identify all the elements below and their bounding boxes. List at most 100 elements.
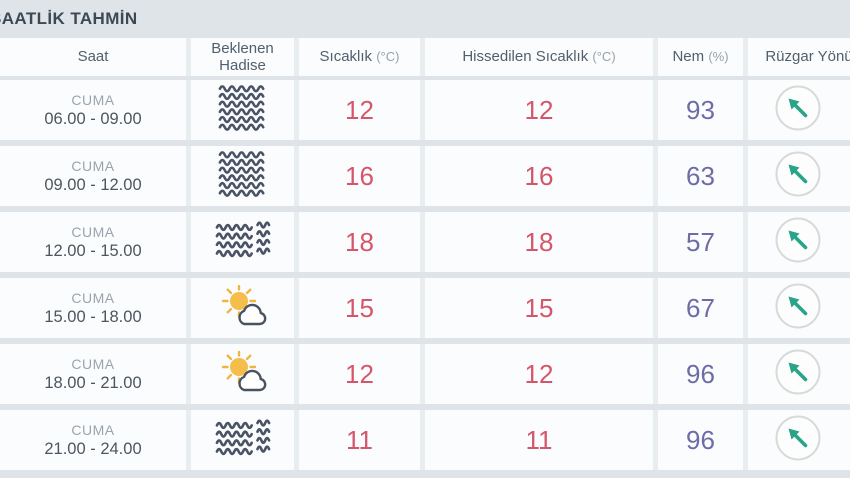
wind-arrow-northwest-icon xyxy=(775,85,821,130)
humidity-cell: 93 xyxy=(658,80,748,140)
temperature-value: 12 xyxy=(345,94,374,125)
feels-like-value: 12 xyxy=(524,94,554,125)
forecast-row: CUMA 15.00 - 18.00 15 15 67 xyxy=(0,278,850,338)
forecast-row: CUMA 12.00 - 15.00 18 18 57 xyxy=(0,212,850,272)
feels-like-value: 11 xyxy=(525,424,553,455)
wind-direction-slot xyxy=(775,349,821,400)
header-temperature: Sıcaklık (°C) xyxy=(299,38,425,76)
wind-cell xyxy=(748,146,850,206)
humidity-value: 63 xyxy=(686,160,715,191)
feels-like-unit: (°C) xyxy=(592,49,616,65)
temperature-unit: (°C) xyxy=(376,49,400,65)
time-range-label: 21.00 - 24.00 xyxy=(44,439,142,458)
header-feels-like: Hissedilen Sıcaklık (°C) xyxy=(425,38,658,76)
sun-cloud-icon xyxy=(221,350,266,391)
humidity-value: 93 xyxy=(686,94,715,125)
day-label: CUMA xyxy=(71,355,115,372)
day-label: CUMA xyxy=(71,289,115,306)
time-range-label: 12.00 - 15.00 xyxy=(44,241,142,260)
wind-direction-slot xyxy=(775,217,821,268)
humidity-value: 67 xyxy=(686,292,715,323)
wind-arrow-northwest-icon xyxy=(775,217,821,262)
temperature-cell: 12 xyxy=(299,80,425,140)
wind-direction-slot xyxy=(775,283,821,334)
condition-cell xyxy=(191,410,299,470)
header-humidity: Nem (%) xyxy=(658,38,748,76)
wind-cell xyxy=(748,278,850,338)
wind-direction-slot xyxy=(775,415,821,466)
wind-cell xyxy=(748,80,850,140)
mist-icon xyxy=(215,418,270,455)
condition-cell xyxy=(191,344,299,404)
feels-like-cell: 16 xyxy=(425,146,658,206)
humidity-cell: 63 xyxy=(658,146,748,206)
humidity-value: 96 xyxy=(686,424,715,455)
time-cell: CUMA 06.00 - 09.00 xyxy=(0,80,191,140)
forecast-row: CUMA 18.00 - 21.00 12 12 96 xyxy=(0,344,850,404)
wind-direction-slot xyxy=(775,85,821,136)
wind-cell xyxy=(748,410,850,470)
feels-like-cell: 11 xyxy=(425,410,658,470)
wind-cell xyxy=(748,344,850,404)
condition-icon-slot xyxy=(215,220,271,264)
humidity-unit: (%) xyxy=(708,49,729,65)
condition-icon-slot xyxy=(218,84,268,137)
day-label: CUMA xyxy=(71,223,115,240)
condition-icon-slot xyxy=(218,350,268,398)
feels-like-cell: 15 xyxy=(425,278,658,338)
temperature-cell: 12 xyxy=(299,344,425,404)
temperature-cell: 15 xyxy=(299,278,425,338)
temperature-value: 11 xyxy=(346,424,373,455)
day-label: CUMA xyxy=(71,157,115,174)
humidity-cell: 96 xyxy=(658,344,748,404)
mist-icon xyxy=(215,220,270,257)
forecast-row: CUMA 21.00 - 24.00 11 11 96 xyxy=(0,410,850,470)
humidity-cell: 96 xyxy=(658,410,748,470)
time-cell: CUMA 12.00 - 15.00 xyxy=(0,212,191,272)
time-range-label: 15.00 - 18.00 xyxy=(44,307,142,326)
header-time: Saat xyxy=(0,38,191,76)
feels-like-value: 12 xyxy=(524,358,554,389)
hourly-forecast-table: Saat Beklenen Hadise Sıcaklık (°C) Hisse… xyxy=(0,38,850,470)
time-cell: CUMA 21.00 - 24.00 xyxy=(0,410,191,470)
time-cell: CUMA 18.00 - 21.00 xyxy=(0,344,191,404)
forecast-row: CUMA 06.00 - 09.00 12 12 93 xyxy=(0,80,850,140)
temperature-cell: 18 xyxy=(299,212,425,272)
header-wind: Rüzgar Yönü xyxy=(748,38,850,76)
sun-cloud-icon xyxy=(221,284,266,325)
time-range-label: 06.00 - 09.00 xyxy=(44,109,142,128)
time-cell: CUMA 09.00 - 12.00 xyxy=(0,146,191,206)
fog-icon xyxy=(218,84,264,131)
feels-like-value: 16 xyxy=(524,160,554,191)
time-cell: CUMA 15.00 - 18.00 xyxy=(0,278,191,338)
condition-cell xyxy=(191,278,299,338)
temperature-value: 16 xyxy=(345,160,374,191)
humidity-cell: 57 xyxy=(658,212,748,272)
wind-arrow-northwest-icon xyxy=(775,151,821,196)
condition-icon-slot xyxy=(218,150,268,203)
wind-cell xyxy=(748,212,850,272)
table-header-row: Saat Beklenen Hadise Sıcaklık (°C) Hisse… xyxy=(0,38,850,76)
condition-icon-slot xyxy=(218,284,268,332)
feels-like-cell: 12 xyxy=(425,80,658,140)
forecast-rows: CUMA 06.00 - 09.00 12 12 93 CU xyxy=(0,80,850,470)
humidity-value: 57 xyxy=(686,226,715,257)
temperature-value: 15 xyxy=(345,292,374,323)
time-range-label: 18.00 - 21.00 xyxy=(44,373,142,392)
page-title: SAATLİK TAHMİN xyxy=(0,9,138,28)
fog-icon xyxy=(218,150,264,197)
time-range-label: 09.00 - 12.00 xyxy=(44,175,142,194)
forecast-row: CUMA 09.00 - 12.00 16 16 63 xyxy=(0,146,850,206)
temperature-value: 12 xyxy=(345,358,374,389)
wind-arrow-northwest-icon xyxy=(775,283,821,328)
condition-cell xyxy=(191,80,299,140)
temperature-value: 18 xyxy=(345,226,374,257)
condition-cell xyxy=(191,212,299,272)
temperature-cell: 16 xyxy=(299,146,425,206)
humidity-cell: 67 xyxy=(658,278,748,338)
condition-icon-slot xyxy=(215,418,271,462)
header-condition: Beklenen Hadise xyxy=(191,38,299,76)
feels-like-cell: 12 xyxy=(425,344,658,404)
feels-like-cell: 18 xyxy=(425,212,658,272)
